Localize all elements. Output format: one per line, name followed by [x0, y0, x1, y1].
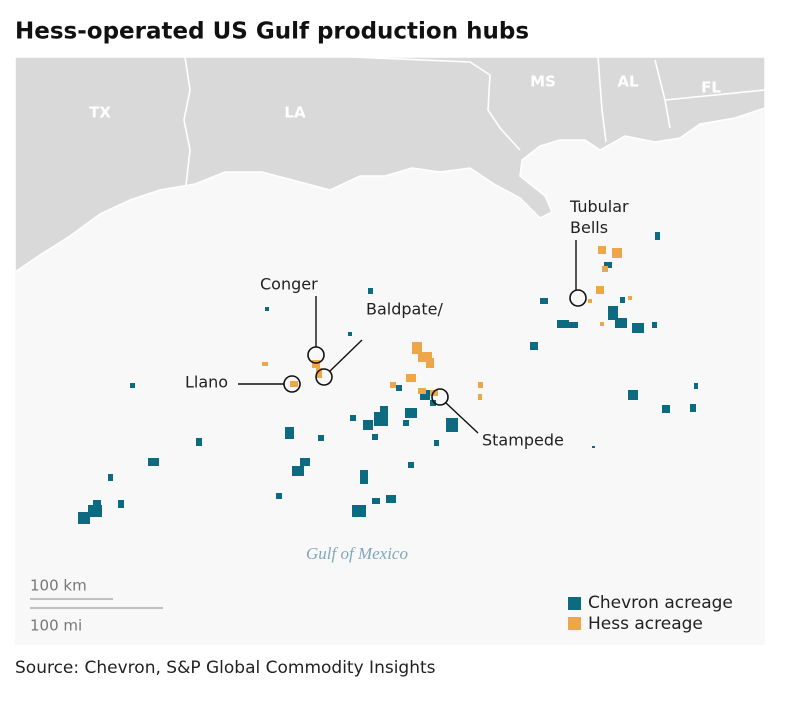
lease-block: [600, 322, 604, 326]
lease-block: [412, 342, 422, 354]
lease-block: [568, 322, 578, 328]
lease-block: [292, 466, 304, 476]
state-label: AL: [617, 73, 639, 91]
hub-label: Conger: [260, 275, 318, 294]
lease-block: [285, 427, 294, 439]
lease-block: [348, 332, 352, 336]
legend-swatch: [568, 617, 581, 630]
lease-block: [604, 262, 612, 268]
lease-block: [694, 383, 698, 389]
lease-block: [78, 512, 90, 524]
lease-block: [430, 400, 436, 406]
lease-block: [652, 322, 657, 328]
hub-label: Llano: [185, 373, 228, 392]
lease-block: [350, 415, 356, 421]
lease-block: [628, 390, 638, 400]
lease-block: [530, 342, 538, 350]
lease-block: [446, 418, 458, 432]
lease-block: [632, 323, 644, 333]
lease-block: [290, 381, 298, 387]
hub-label: Baldpate/: [366, 300, 443, 319]
lease-block: [405, 408, 417, 418]
lease-block: [592, 446, 595, 448]
lease-block: [418, 352, 432, 362]
lease-block: [312, 360, 320, 368]
lease-block: [540, 298, 548, 304]
lease-block: [478, 382, 483, 388]
lease-block: [390, 382, 396, 388]
lease-block: [130, 383, 135, 388]
lease-block: [318, 435, 324, 441]
scale-label: 100 mi: [30, 617, 82, 635]
state-borders: [183, 56, 766, 186]
lease-block: [615, 318, 627, 328]
lease-block: [108, 474, 113, 481]
lease-block: [596, 286, 604, 294]
legend-label: Chevron acreage: [588, 593, 733, 613]
lease-block: [620, 297, 625, 303]
lease-block: [557, 320, 569, 328]
legend-swatch: [568, 597, 581, 610]
lease-block: [262, 362, 268, 366]
hub-label: Tubular Bells: [569, 197, 629, 237]
legend-label: Hess acreage: [588, 614, 703, 634]
state-label: TX: [89, 104, 111, 122]
land: [14, 56, 766, 274]
lease-block: [363, 420, 373, 430]
source: Source: Chevron, S&P Global Commodity In…: [15, 658, 436, 678]
lease-block: [265, 307, 269, 311]
lease-block: [360, 470, 368, 484]
state-label: FL: [701, 79, 721, 97]
water-label: Gulf of Mexico: [306, 544, 408, 563]
lease-block: [300, 458, 310, 466]
acreage-blocks: [78, 232, 698, 524]
lease-block: [408, 462, 414, 468]
lease-block: [430, 390, 438, 396]
lease-block: [316, 368, 322, 378]
lease-block: [352, 505, 366, 517]
lease-block: [372, 434, 378, 440]
lease-block: [598, 246, 606, 254]
lease-block: [406, 374, 416, 382]
lease-block: [396, 385, 402, 391]
lease-block: [118, 500, 124, 508]
lease-block: [93, 500, 101, 508]
lease-block: [478, 394, 482, 400]
lease-block: [690, 404, 696, 412]
lease-block: [612, 248, 622, 258]
lease-block: [655, 232, 660, 240]
title: Hess-operated US Gulf production hubs: [15, 19, 529, 45]
lease-block: [434, 440, 439, 446]
lease-block: [662, 405, 670, 413]
lease-block: [374, 412, 388, 426]
lease-block: [380, 406, 388, 414]
lease-block: [602, 266, 608, 272]
state-label: LA: [284, 104, 306, 122]
lease-block: [420, 390, 430, 400]
scale-label: 100 km: [30, 577, 87, 595]
lease-block: [386, 495, 396, 503]
lease-block: [276, 493, 282, 499]
lease-block: [403, 420, 409, 426]
lease-block: [196, 438, 202, 446]
lease-block: [148, 458, 159, 466]
lease-block: [368, 288, 373, 294]
hub-label: Stampede: [482, 431, 564, 450]
hub-markers: [238, 240, 587, 434]
lease-block: [608, 306, 618, 320]
state-label: MS: [530, 73, 556, 91]
lease-block: [628, 296, 632, 300]
lease-block: [372, 498, 380, 504]
lease-block: [588, 299, 592, 303]
lease-block: [426, 358, 434, 368]
lease-block: [418, 388, 426, 394]
